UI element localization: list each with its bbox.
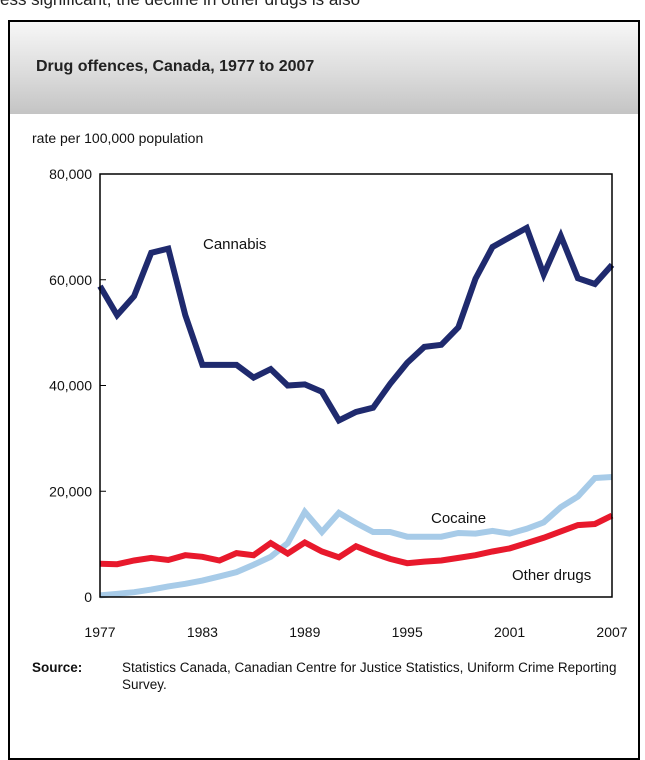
plot-area-border <box>99 173 613 598</box>
series-line-other-drugs <box>99 512 614 568</box>
y-axis-unit-label: rate per 100,000 population <box>32 130 204 146</box>
x-tick-label: 1983 <box>187 624 218 640</box>
cocaine-label: Cocaine <box>431 510 486 527</box>
x-tick-label: 2001 <box>494 624 525 640</box>
y-tick-label: 60,000 <box>49 272 92 288</box>
source-key: Source: <box>32 660 83 675</box>
x-tick-label: 1995 <box>392 624 423 640</box>
x-tick-label: 2007 <box>596 624 627 640</box>
series-line-cocaine <box>99 474 613 599</box>
x-axis-ticks: 1977 1983 1989 1995 2001 2007 <box>84 624 627 640</box>
chart-title: Drug offences, Canada, 1977 to 2007 <box>36 58 315 75</box>
y-axis-ticks: 0 20,000 40,000 60,000 80,000 <box>49 166 106 605</box>
y-tick-label: 80,000 <box>49 166 92 182</box>
series-lines <box>97 223 615 599</box>
series-line-cannabis <box>97 223 615 425</box>
x-tick-label: 1989 <box>289 624 320 640</box>
chart-header: Drug offences, Canada, 1977 to 2007 <box>10 22 638 114</box>
page-text-snippet: ess significant, the decline in other dr… <box>0 0 645 9</box>
x-tick-label: 1977 <box>84 624 115 640</box>
cannabis-label: Cannabis <box>203 236 266 253</box>
chart-panel: Drug offences, Canada, 1977 to 2007 rate… <box>8 20 640 760</box>
y-tick-label: 40,000 <box>49 378 92 394</box>
source-text: Statistics Canada, Canadian Centre for J… <box>122 660 617 692</box>
y-tick-label: 0 <box>84 589 92 605</box>
y-tick-label: 20,000 <box>49 483 92 499</box>
other-drugs-label: Other drugs <box>512 567 591 584</box>
